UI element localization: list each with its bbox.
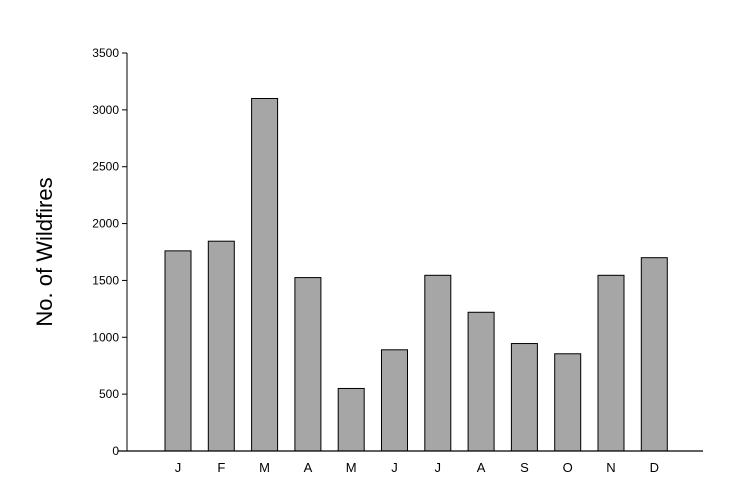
x-tick-label: A (477, 460, 486, 475)
bar (294, 277, 322, 452)
x-tick-label: A (304, 460, 313, 475)
y-tick-label: 0 (112, 444, 119, 458)
bar (640, 257, 668, 452)
bar (337, 387, 365, 452)
y-tick-label: 2000 (92, 217, 119, 231)
bars (164, 97, 668, 452)
y-tick-label: 500 (99, 387, 119, 401)
x-tick-label: M (259, 460, 270, 475)
y-tick-label: 3000 (92, 103, 119, 117)
x-tick-label: D (650, 460, 659, 475)
bar (597, 274, 625, 452)
bar (164, 250, 192, 452)
y-tick-label: 1000 (92, 330, 119, 344)
x-tick-label: S (520, 460, 529, 475)
y-tick-label: 3500 (92, 46, 119, 60)
bar (510, 343, 538, 452)
x-tick-label: J (391, 460, 398, 475)
y-tick-label: 1500 (92, 273, 119, 287)
y-axis-label: No. of Wildfires (32, 177, 57, 326)
x-tick-label: O (563, 460, 573, 475)
bar (424, 274, 452, 452)
bar (381, 349, 408, 452)
x-tick-label: N (606, 460, 615, 475)
bar (251, 97, 279, 452)
x-tick-label: F (217, 460, 225, 475)
y-axis: 0 500 1000 1500 2000 2500 3000 3500 (92, 46, 128, 458)
x-tick-label: J (435, 460, 442, 475)
bar (207, 240, 235, 452)
y-tick-label: 2500 (92, 160, 119, 174)
x-tick-label: J (175, 460, 182, 475)
bar (467, 311, 495, 452)
bar (554, 353, 582, 452)
x-tick-label: M (346, 460, 357, 475)
